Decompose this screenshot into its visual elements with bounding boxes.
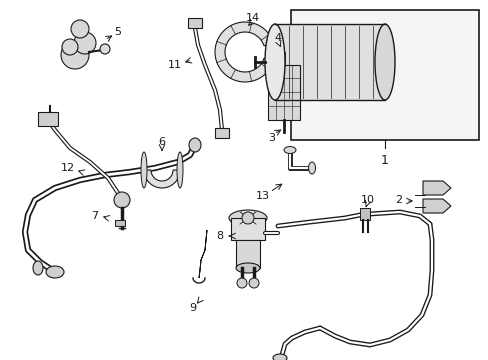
Polygon shape	[143, 170, 180, 188]
Text: 12: 12	[61, 163, 75, 173]
Text: 5: 5	[114, 27, 121, 37]
Ellipse shape	[236, 263, 260, 273]
Text: 1: 1	[380, 154, 388, 167]
Bar	[115, 220, 125, 226]
Text: 13: 13	[256, 191, 269, 201]
Ellipse shape	[141, 152, 147, 188]
Text: 9: 9	[189, 303, 196, 313]
Bar	[187, 18, 202, 28]
Circle shape	[100, 44, 110, 54]
Bar	[359, 208, 369, 220]
Bar	[38, 112, 58, 126]
Circle shape	[242, 212, 253, 224]
Text: 11: 11	[168, 60, 182, 70]
Text: 8: 8	[216, 231, 223, 241]
Ellipse shape	[46, 266, 64, 278]
Text: 10: 10	[360, 195, 374, 205]
Bar	[267, 65, 299, 120]
Ellipse shape	[308, 162, 315, 174]
Ellipse shape	[264, 24, 285, 100]
Ellipse shape	[228, 210, 266, 226]
Circle shape	[114, 192, 130, 208]
Circle shape	[71, 20, 89, 38]
Ellipse shape	[374, 24, 394, 100]
Ellipse shape	[272, 354, 286, 360]
Text: 4: 4	[274, 33, 281, 43]
Polygon shape	[422, 181, 450, 195]
Ellipse shape	[177, 152, 183, 188]
Ellipse shape	[189, 138, 201, 152]
Text: 14: 14	[245, 13, 260, 23]
Polygon shape	[422, 199, 450, 213]
Polygon shape	[215, 22, 273, 82]
Ellipse shape	[284, 147, 295, 153]
Ellipse shape	[33, 261, 43, 275]
Text: 2: 2	[395, 195, 402, 205]
Bar	[230, 218, 264, 240]
Text: 3: 3	[268, 133, 275, 143]
Text: 7: 7	[91, 211, 99, 221]
Text: 6: 6	[158, 137, 165, 147]
Bar	[274, 24, 384, 100]
Circle shape	[237, 278, 246, 288]
Circle shape	[62, 39, 78, 55]
Bar	[215, 128, 228, 138]
Polygon shape	[199, 230, 206, 278]
Bar	[236, 240, 260, 268]
Bar	[290, 10, 478, 140]
Circle shape	[74, 32, 96, 54]
Circle shape	[61, 41, 89, 69]
Circle shape	[248, 278, 259, 288]
